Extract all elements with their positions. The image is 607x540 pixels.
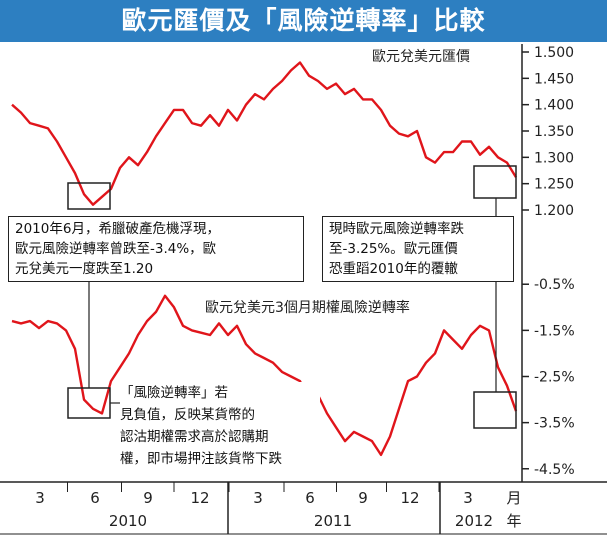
month-tick-label: 12 <box>190 489 209 507</box>
unit-month-label: 月 <box>506 489 521 507</box>
chart-title: 歐元匯價及「風險逆轉率」比較 <box>0 0 607 42</box>
month-tick-label: 9 <box>358 489 368 507</box>
eur-usd-ytick-label: 1.400 <box>534 98 574 114</box>
year-label: 2012 <box>455 512 493 530</box>
greek-crisis-line-3: 元兌美元一度跌至1.20 <box>15 261 154 277</box>
year-label: 2010 <box>109 512 147 530</box>
eur-usd-ytick-label: 1.300 <box>534 150 574 166</box>
risk-reversal-line <box>11 294 518 457</box>
month-tick-label: 3 <box>35 489 45 507</box>
risk-reversal-ytick-label: -4.5% <box>534 462 575 478</box>
definition-line-4: 權，即市場押注該貨幣下跌 <box>120 451 282 467</box>
eur-usd-series <box>11 61 518 206</box>
eur-usd-ytick-label: 1.350 <box>534 124 574 140</box>
axes: 1.500 1.450 1.400 1.350 1.300 1.250 1.200 -0.5%… <box>0 44 607 535</box>
eur-usd-ytick-label: 1.200 <box>534 203 574 219</box>
definition-line-1: 「風險逆轉率」若 <box>120 385 228 401</box>
current-line-1: 現時歐元風險逆轉率跌 <box>329 221 464 237</box>
eur-usd-ytick-label: 1.450 <box>534 71 574 87</box>
risk-reversal-series <box>11 294 518 457</box>
current-line-3: 恐重蹈2010年的覆轍 <box>329 261 458 277</box>
definition-note: 「風險逆轉率」若 見負值，反映某貨幣的 認沽期權需求高於認購期 權，即市場押注該… <box>120 382 320 470</box>
unit-year-label: 年 <box>506 512 521 530</box>
month-tick-label: 6 <box>90 489 100 507</box>
eur-usd-ytick-label: 1.250 <box>534 177 574 193</box>
current-box-top <box>473 165 517 199</box>
definition-line-2: 見負值，反映某貨幣的 <box>120 407 255 423</box>
eur-usd-line <box>11 61 518 206</box>
current-box-bottom <box>473 391 517 429</box>
risk-reversal-ytick-label: -0.5% <box>534 277 575 293</box>
month-tick-label: 6 <box>305 489 315 507</box>
greek-crisis-line-1: 2010年6月，希臘破產危機浮現， <box>15 221 220 237</box>
current-note: 現時歐元風險逆轉率跌 至-3.25%。歐元匯價 恐重蹈2010年的覆轍 <box>322 216 514 282</box>
risk-reversal-series-label: 歐元兌美元3個月期權風險逆轉率 <box>205 297 410 317</box>
eur-usd-series-label: 歐元兌美元匯價 <box>372 46 470 66</box>
month-tick-label: 12 <box>400 489 419 507</box>
month-tick-label: 3 <box>253 489 263 507</box>
year-label: 2011 <box>314 512 352 530</box>
month-tick-label: 9 <box>143 489 153 507</box>
callout-lines <box>67 165 517 429</box>
risk-reversal-ytick-label: -3.5% <box>534 416 575 432</box>
greek-crisis-box-top <box>67 182 111 210</box>
definition-line-3: 認沽期權需求高於認購期 <box>120 429 269 445</box>
month-tick-label: 3 <box>463 489 473 507</box>
current-line-2: 至-3.25%。歐元匯價 <box>329 241 458 257</box>
greek-crisis-note: 2010年6月，希臘破產危機浮現， 歐元風險逆轉率曾跌至-3.4%，歐 元兌美元… <box>8 216 304 282</box>
risk-reversal-ytick-label: -2.5% <box>534 370 575 386</box>
risk-reversal-ytick-label: -1.5% <box>534 323 575 339</box>
greek-crisis-line-2: 歐元風險逆轉率曾跌至-3.4%，歐 <box>15 241 217 257</box>
eur-usd-ytick-label: 1.500 <box>534 45 574 61</box>
